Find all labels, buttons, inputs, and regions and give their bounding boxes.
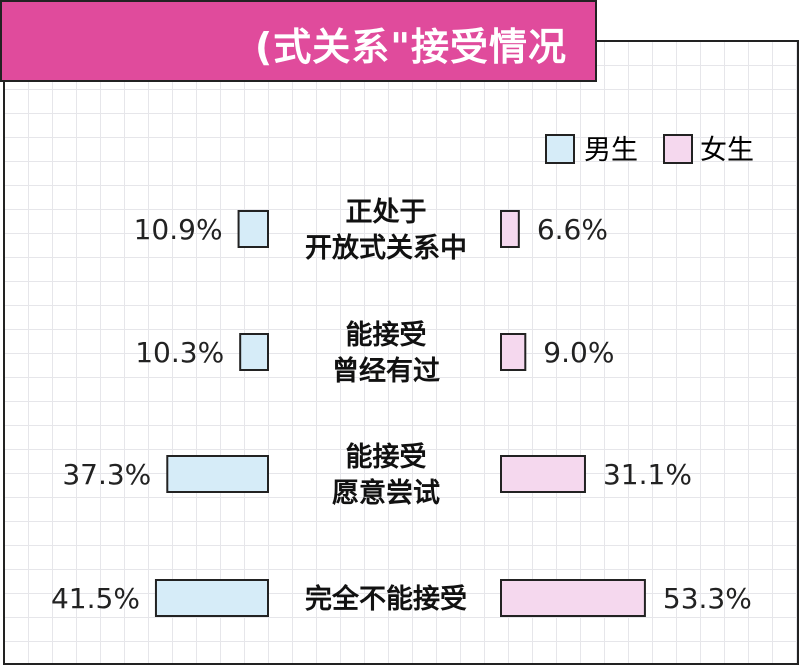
value-label-female-3: 53.3% — [663, 582, 752, 615]
category-label-1-0: 能接受 — [346, 319, 427, 351]
category-label-0-1: 开放式关系中 — [305, 232, 467, 264]
bar-male-0 — [237, 210, 270, 248]
category-label-1-1: 曾经有过 — [332, 355, 440, 387]
bar-female-0 — [500, 210, 520, 248]
category-label-2-0: 能接受 — [346, 441, 427, 473]
category-label-0-0: 正处于 — [346, 197, 427, 228]
bar-male-1 — [239, 333, 270, 371]
bar-female-1 — [500, 333, 527, 371]
value-label-female-1: 9.0% — [543, 336, 614, 369]
legend-label-0: 男生 — [584, 135, 638, 166]
chart-title: (式关系"接受情况 — [254, 25, 567, 69]
category-label-2-1: 愿意尝试 — [332, 477, 440, 509]
bar-female-2 — [500, 455, 586, 493]
legend-label-1: 女生 — [700, 135, 754, 166]
value-label-female-0: 6.6% — [537, 213, 608, 246]
value-label-female-2: 31.1% — [603, 458, 692, 491]
value-label-male-3: 41.5% — [51, 582, 140, 615]
bar-female-3 — [500, 579, 646, 617]
value-label-male-2: 37.3% — [62, 458, 151, 491]
legend-swatch-0 — [545, 134, 575, 164]
bar-male-3 — [154, 579, 269, 617]
legend-swatch-1 — [663, 134, 693, 164]
title-banner: (式关系"接受情况 — [0, 0, 597, 82]
category-label-3-0: 完全不能接受 — [305, 583, 467, 615]
value-label-male-0: 10.9% — [134, 213, 223, 246]
value-label-male-1: 10.3% — [135, 336, 224, 369]
bar-male-2 — [166, 455, 269, 493]
